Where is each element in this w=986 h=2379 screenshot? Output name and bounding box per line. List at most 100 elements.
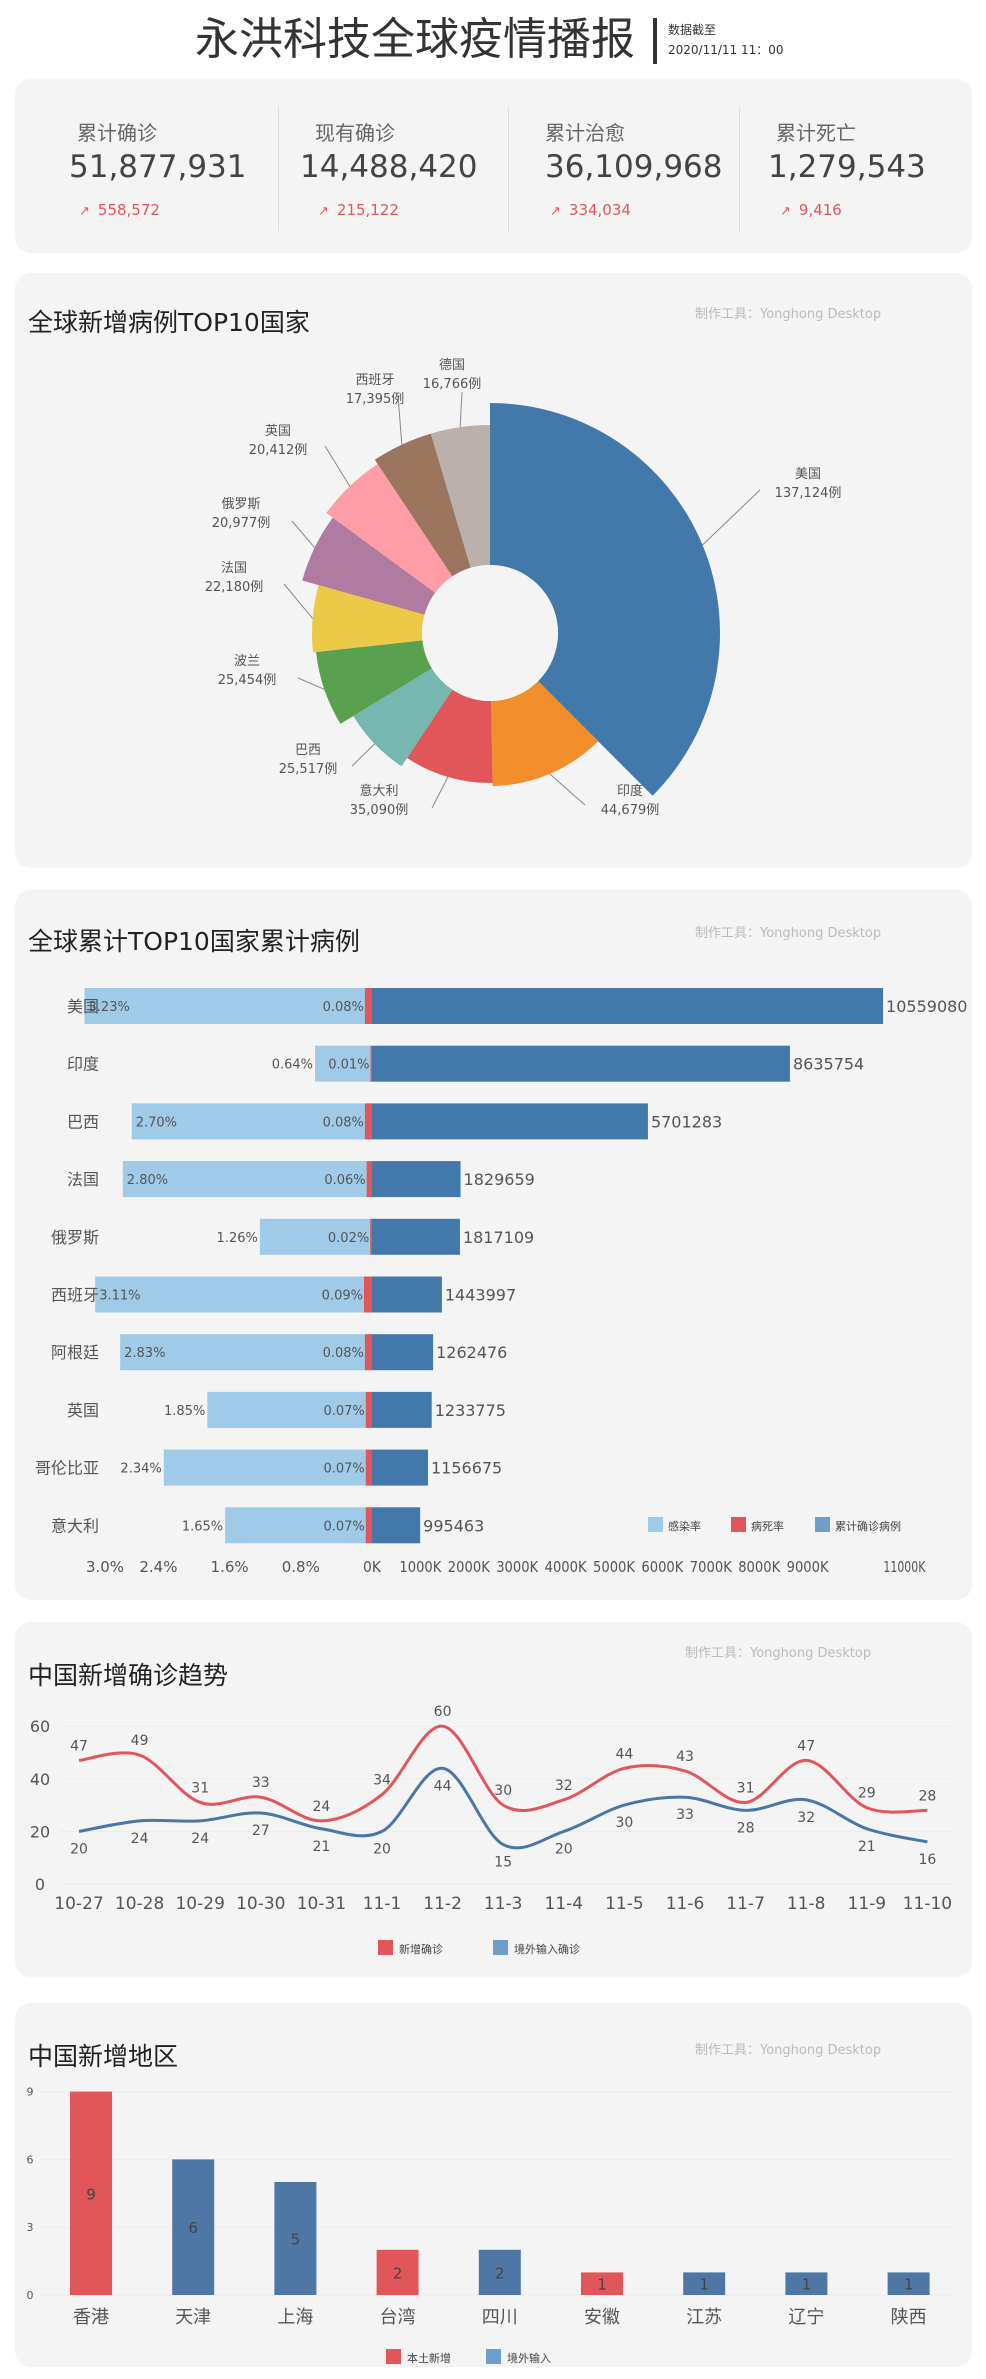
right-axis-tick: 7000K xyxy=(690,1558,733,1576)
country-label: 意大利 xyxy=(51,1516,99,1535)
death-rate-label: 0.07% xyxy=(323,1462,364,1477)
x-axis-tick: 10-28 xyxy=(115,1894,164,1914)
data-label: 33 xyxy=(252,1775,270,1791)
y-axis-tick: 20 xyxy=(30,1822,50,1841)
kpi-value: 51,877,931 xyxy=(69,149,247,185)
infection-rate-label: 2.80% xyxy=(127,1173,168,1188)
x-axis-tick: 台湾 xyxy=(380,2307,416,2328)
bar-value-label: 2 xyxy=(495,2264,505,2282)
y-axis-tick: 40 xyxy=(30,1770,50,1789)
trend-up-icon: ↗ xyxy=(550,204,561,219)
country-label: 西班牙 xyxy=(51,1286,99,1305)
bar-value-label: 9 xyxy=(86,2185,96,2203)
y-axis-tick: 60 xyxy=(30,1717,50,1736)
data-label: 30 xyxy=(494,1783,512,1799)
series-line xyxy=(78,1724,928,1823)
x-axis-tick: 11-3 xyxy=(484,1894,523,1914)
country-label: 印度 xyxy=(67,1055,99,1074)
data-label: 32 xyxy=(555,1778,573,1794)
infection-rate-bar xyxy=(122,1161,372,1198)
slice-value-label: 16,766例 xyxy=(423,377,482,392)
kpi-label: 累计确诊 xyxy=(77,121,157,145)
slice-value-label: 25,517例 xyxy=(279,762,338,777)
x-axis-tick: 11-9 xyxy=(848,1894,887,1914)
region-bar xyxy=(274,2182,317,2295)
country-label: 英国 xyxy=(67,1401,99,1420)
death-rate-label: 0.07% xyxy=(323,1404,364,1419)
data-label: 29 xyxy=(858,1786,876,1802)
x-axis-tick: 10-31 xyxy=(297,1894,346,1914)
right-axis-tick: 0K xyxy=(363,1558,382,1576)
cases-label: 1829659 xyxy=(464,1170,535,1189)
x-axis-tick: 10-29 xyxy=(175,1894,224,1914)
divider xyxy=(508,107,509,231)
data-label: 16 xyxy=(918,1852,936,1868)
legend-label: 累计确诊病例 xyxy=(835,1519,901,1533)
slice-value-label: 20,412例 xyxy=(249,443,308,458)
slice-value-label: 20,977例 xyxy=(212,516,271,531)
legend-label: 感染率 xyxy=(668,1519,701,1533)
pie-hole xyxy=(422,565,558,701)
infection-rate-label: 1.65% xyxy=(182,1519,223,1534)
right-axis-tick: 5000K xyxy=(593,1558,636,1576)
y-axis-tick: 3 xyxy=(27,2221,34,2234)
pie-slice xyxy=(374,433,471,577)
death-rate-bar xyxy=(366,1161,372,1198)
bar-value-label: 1 xyxy=(904,2276,914,2294)
slice-name-label: 西班牙 xyxy=(355,373,394,388)
x-axis-tick: 10-27 xyxy=(54,1894,103,1914)
data-label: 30 xyxy=(615,1815,633,1831)
data-label: 60 xyxy=(434,1704,452,1720)
infection-rate-label: 3.11% xyxy=(99,1289,140,1304)
data-label: 28 xyxy=(918,1788,936,1804)
country-label: 阿根廷 xyxy=(51,1343,99,1362)
infection-rate-bar xyxy=(207,1391,372,1428)
right-axis-tick: 9000K xyxy=(787,1558,830,1576)
country-label: 巴西 xyxy=(67,1112,99,1131)
left-axis-tick: 0.8% xyxy=(282,1558,320,1576)
x-axis-tick: 11-8 xyxy=(787,1894,826,1914)
bar-value-label: 1 xyxy=(597,2276,607,2294)
slice-name-label: 波兰 xyxy=(234,654,260,669)
death-rate-bar xyxy=(365,1449,372,1486)
kpi-label: 累计治愈 xyxy=(545,121,625,145)
pie-slice xyxy=(490,403,720,796)
left-axis-tick: 2.4% xyxy=(139,1558,177,1576)
data-label: 15 xyxy=(494,1855,512,1871)
death-rate-bar xyxy=(364,1334,372,1371)
trend-line-chart: 0 20 40 60 10-27 10-28 10-29 10-30 10-31 11-1 11-2… xyxy=(30,1704,955,1956)
pie-slice xyxy=(312,585,425,653)
slice-name-label: 美国 xyxy=(795,467,821,482)
death-rate-bar xyxy=(370,1045,372,1082)
cases-bar xyxy=(372,1449,428,1486)
pie-slice xyxy=(407,689,493,783)
x-axis-tick: 上海 xyxy=(277,2307,313,2328)
slice-name-label: 法国 xyxy=(221,561,247,576)
right-axis-tick: 2000K xyxy=(448,1558,491,1576)
slice-name-label: 俄罗斯 xyxy=(221,497,260,512)
legend-swatch xyxy=(486,2349,501,2364)
line-title: 中国新增确诊趋势 xyxy=(28,1661,229,1690)
death-rate-bar xyxy=(365,1507,372,1544)
x-axis-tick: 10-30 xyxy=(236,1894,285,1914)
leader-line xyxy=(297,677,325,690)
right-axis-tick: 6000K xyxy=(641,1558,684,1576)
data-label: 31 xyxy=(191,1780,209,1796)
kpi-value: 36,109,968 xyxy=(545,149,723,185)
bar-value-label: 2 xyxy=(393,2264,403,2282)
asof-date: 2020/11/11 11：00 xyxy=(668,43,784,57)
data-label: 20 xyxy=(70,1841,88,1857)
kpi-delta: ↗ 215,122 xyxy=(318,201,399,219)
cases-bar xyxy=(372,1391,432,1428)
y-axis-tick: 6 xyxy=(27,2153,34,2166)
infection-rate-label: 2.83% xyxy=(124,1346,165,1361)
data-label: 32 xyxy=(797,1810,815,1826)
infection-rate-label: 2.34% xyxy=(120,1462,161,1477)
data-label: 44 xyxy=(615,1746,633,1762)
x-axis-tick: 11-5 xyxy=(605,1894,644,1914)
cases-label: 10559080 xyxy=(886,997,967,1016)
bar-title: 全球累计TOP10国家累计病例 xyxy=(28,927,360,956)
data-label: 24 xyxy=(191,1831,209,1847)
y-axis-tick: 9 xyxy=(27,2086,34,2099)
